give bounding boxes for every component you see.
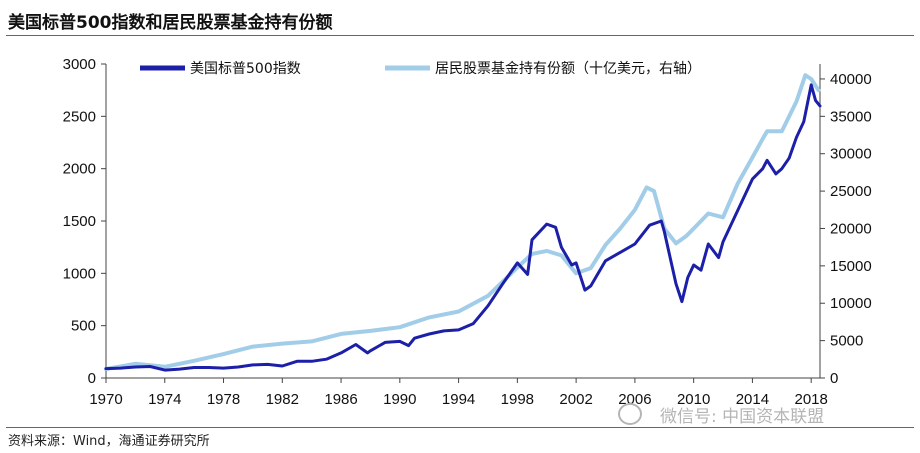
y-left-tick-label: 1500 <box>63 213 96 230</box>
legend-holdings-label: 居民股票基金持有份额（十亿美元，右轴） <box>435 60 701 77</box>
y-left-tick-label: 2500 <box>63 108 96 125</box>
x-tick-label: 2002 <box>559 391 592 408</box>
y-right-tick-label: 30000 <box>830 146 872 163</box>
title-rule <box>6 35 914 36</box>
y-right-tick-label: 20000 <box>830 220 872 237</box>
x-tick-label: 2018 <box>794 391 827 408</box>
legend-sp500-label: 美国标普500指数 <box>190 61 301 77</box>
y-left-tick-label: 500 <box>71 318 96 335</box>
y-right-tick-label: 5000 <box>830 333 863 350</box>
y-right-tick-label: 35000 <box>830 108 872 125</box>
y-right-tick-label: 0 <box>830 370 838 387</box>
x-tick-label: 1978 <box>207 391 240 408</box>
x-tick-label: 1998 <box>501 391 534 408</box>
axes: 0500100015002000250030000500010000150002… <box>63 56 872 408</box>
y-left-tick-label: 1000 <box>63 265 96 282</box>
x-tick-label: 1990 <box>383 391 416 408</box>
y-right-tick-label: 40000 <box>830 71 872 88</box>
legend: 美国标普500指数 居民股票基金持有份额（十亿美元，右轴） <box>140 60 701 77</box>
x-tick-label: 1974 <box>148 391 181 408</box>
page-title: 美国标普500指数和居民股票基金持有份额 <box>8 13 333 33</box>
x-tick-label: 2014 <box>736 391 769 408</box>
y-left-tick-label: 0 <box>88 370 96 387</box>
series-line-holdings <box>104 73 821 371</box>
x-tick-label: 1986 <box>324 391 357 408</box>
x-tick-label: 2010 <box>677 391 710 408</box>
watermark: 微信号: 中国资本联盟 <box>618 400 918 427</box>
y-right-tick-label: 10000 <box>830 295 872 312</box>
series-line-sp500 <box>104 83 822 372</box>
series-layer <box>104 73 822 372</box>
y-left-tick-label: 2000 <box>63 161 96 178</box>
source-rule <box>6 427 914 428</box>
watermark-text: 微信号: 中国资本联盟 <box>660 407 825 427</box>
x-tick-label: 1994 <box>442 391 475 408</box>
y-left-tick-label: 3000 <box>63 56 96 73</box>
wechat-icon <box>618 403 642 425</box>
y-right-tick-label: 15000 <box>830 258 872 275</box>
x-tick-label: 1982 <box>266 391 299 408</box>
source-note: 资料来源：Wind，海通证券研究所 <box>8 434 210 449</box>
y-right-tick-label: 25000 <box>830 183 872 200</box>
x-tick-label: 1970 <box>89 391 122 408</box>
